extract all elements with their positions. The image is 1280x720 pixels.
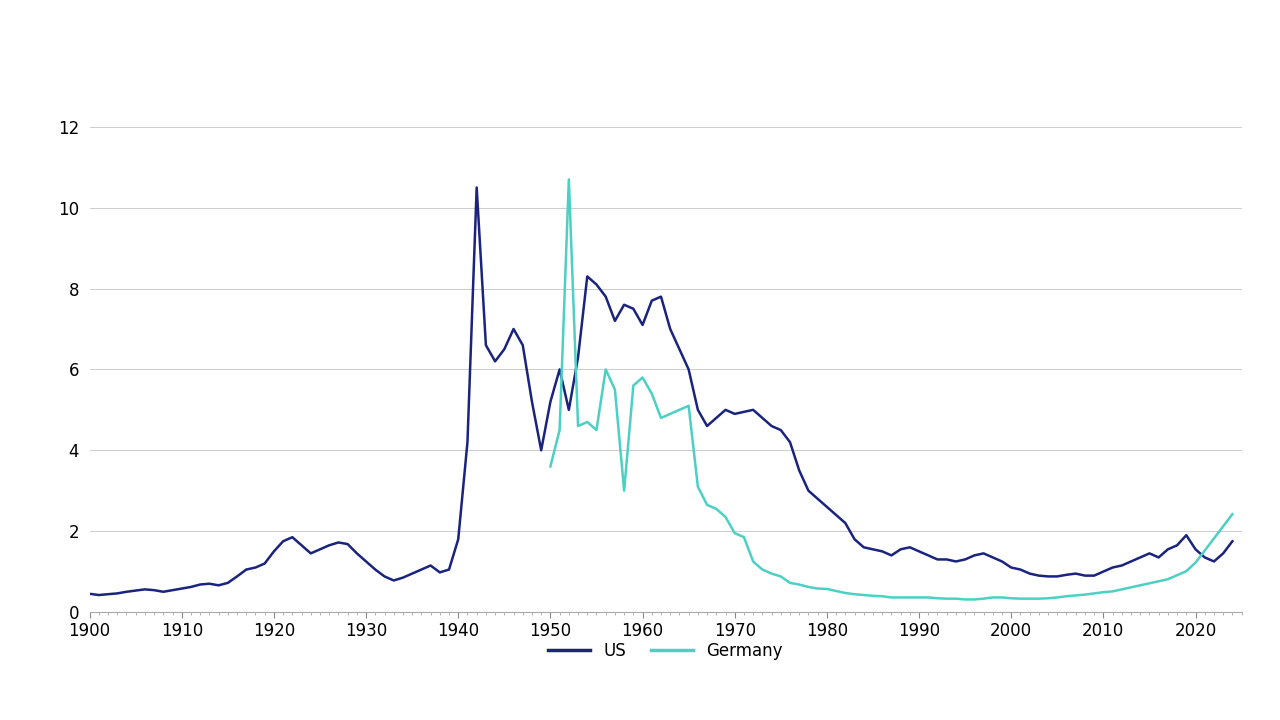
Legend: US, Germany: US, Germany (541, 636, 790, 667)
